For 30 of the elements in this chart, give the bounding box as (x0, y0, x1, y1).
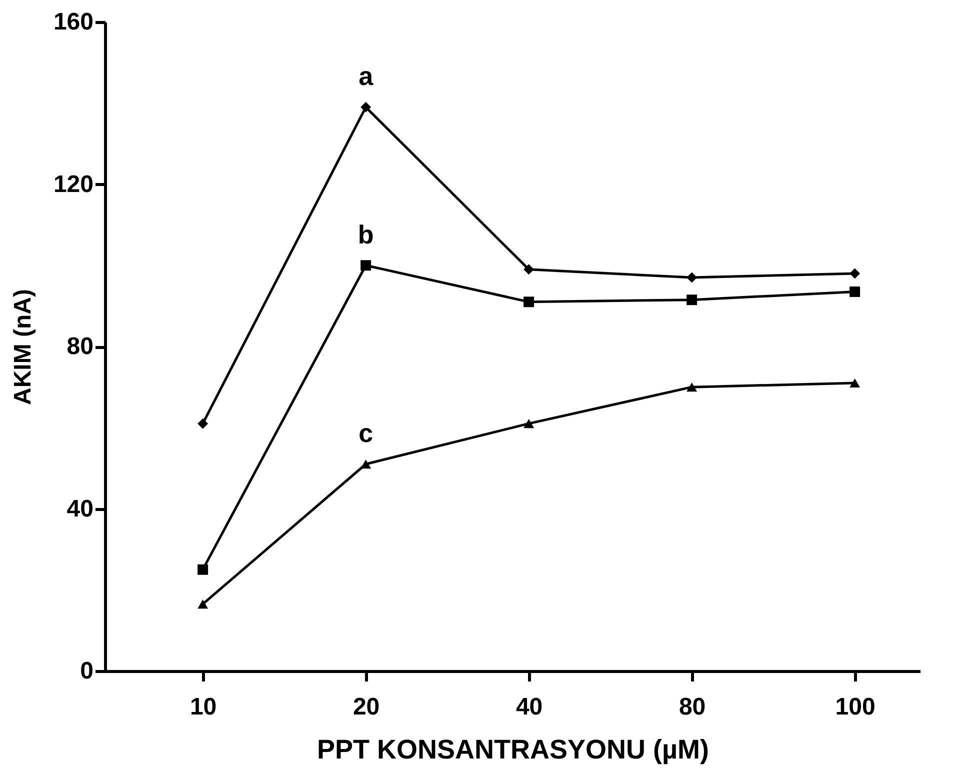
y-axis-title: AKIM (nA) (9, 289, 36, 405)
point (686, 294, 698, 306)
point (198, 564, 208, 575)
y-tick-label: 120 (53, 170, 94, 198)
point (360, 102, 372, 112)
x-tick-label: 20 (352, 694, 380, 720)
x-axis-title: PPT KONSANTRASYONU (µM) (316, 734, 710, 764)
y-tick-label: 80 (66, 333, 94, 360)
point (198, 600, 208, 609)
y-tick-label: 160 (53, 8, 94, 36)
point (360, 260, 372, 271)
x-tick-label: 100 (835, 694, 876, 720)
y-tick-label: 0 (80, 658, 94, 684)
point (524, 264, 534, 275)
series-label: c (358, 418, 374, 448)
point (524, 296, 534, 308)
point (850, 286, 860, 297)
point (686, 382, 698, 392)
point (686, 272, 698, 283)
x-tick-label: 40 (516, 694, 543, 720)
point (524, 419, 534, 428)
point (360, 460, 372, 469)
point (850, 268, 860, 279)
point (198, 418, 208, 429)
series-label: a (358, 61, 374, 92)
point (850, 378, 860, 388)
series-label: b (358, 219, 374, 250)
x-tick-label: 80 (678, 694, 706, 720)
x-tick-label: 10 (190, 694, 217, 720)
y-tick-label: 40 (66, 495, 94, 522)
